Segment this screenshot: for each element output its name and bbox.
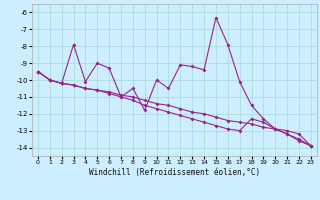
X-axis label: Windchill (Refroidissement éolien,°C): Windchill (Refroidissement éolien,°C) [89,168,260,177]
